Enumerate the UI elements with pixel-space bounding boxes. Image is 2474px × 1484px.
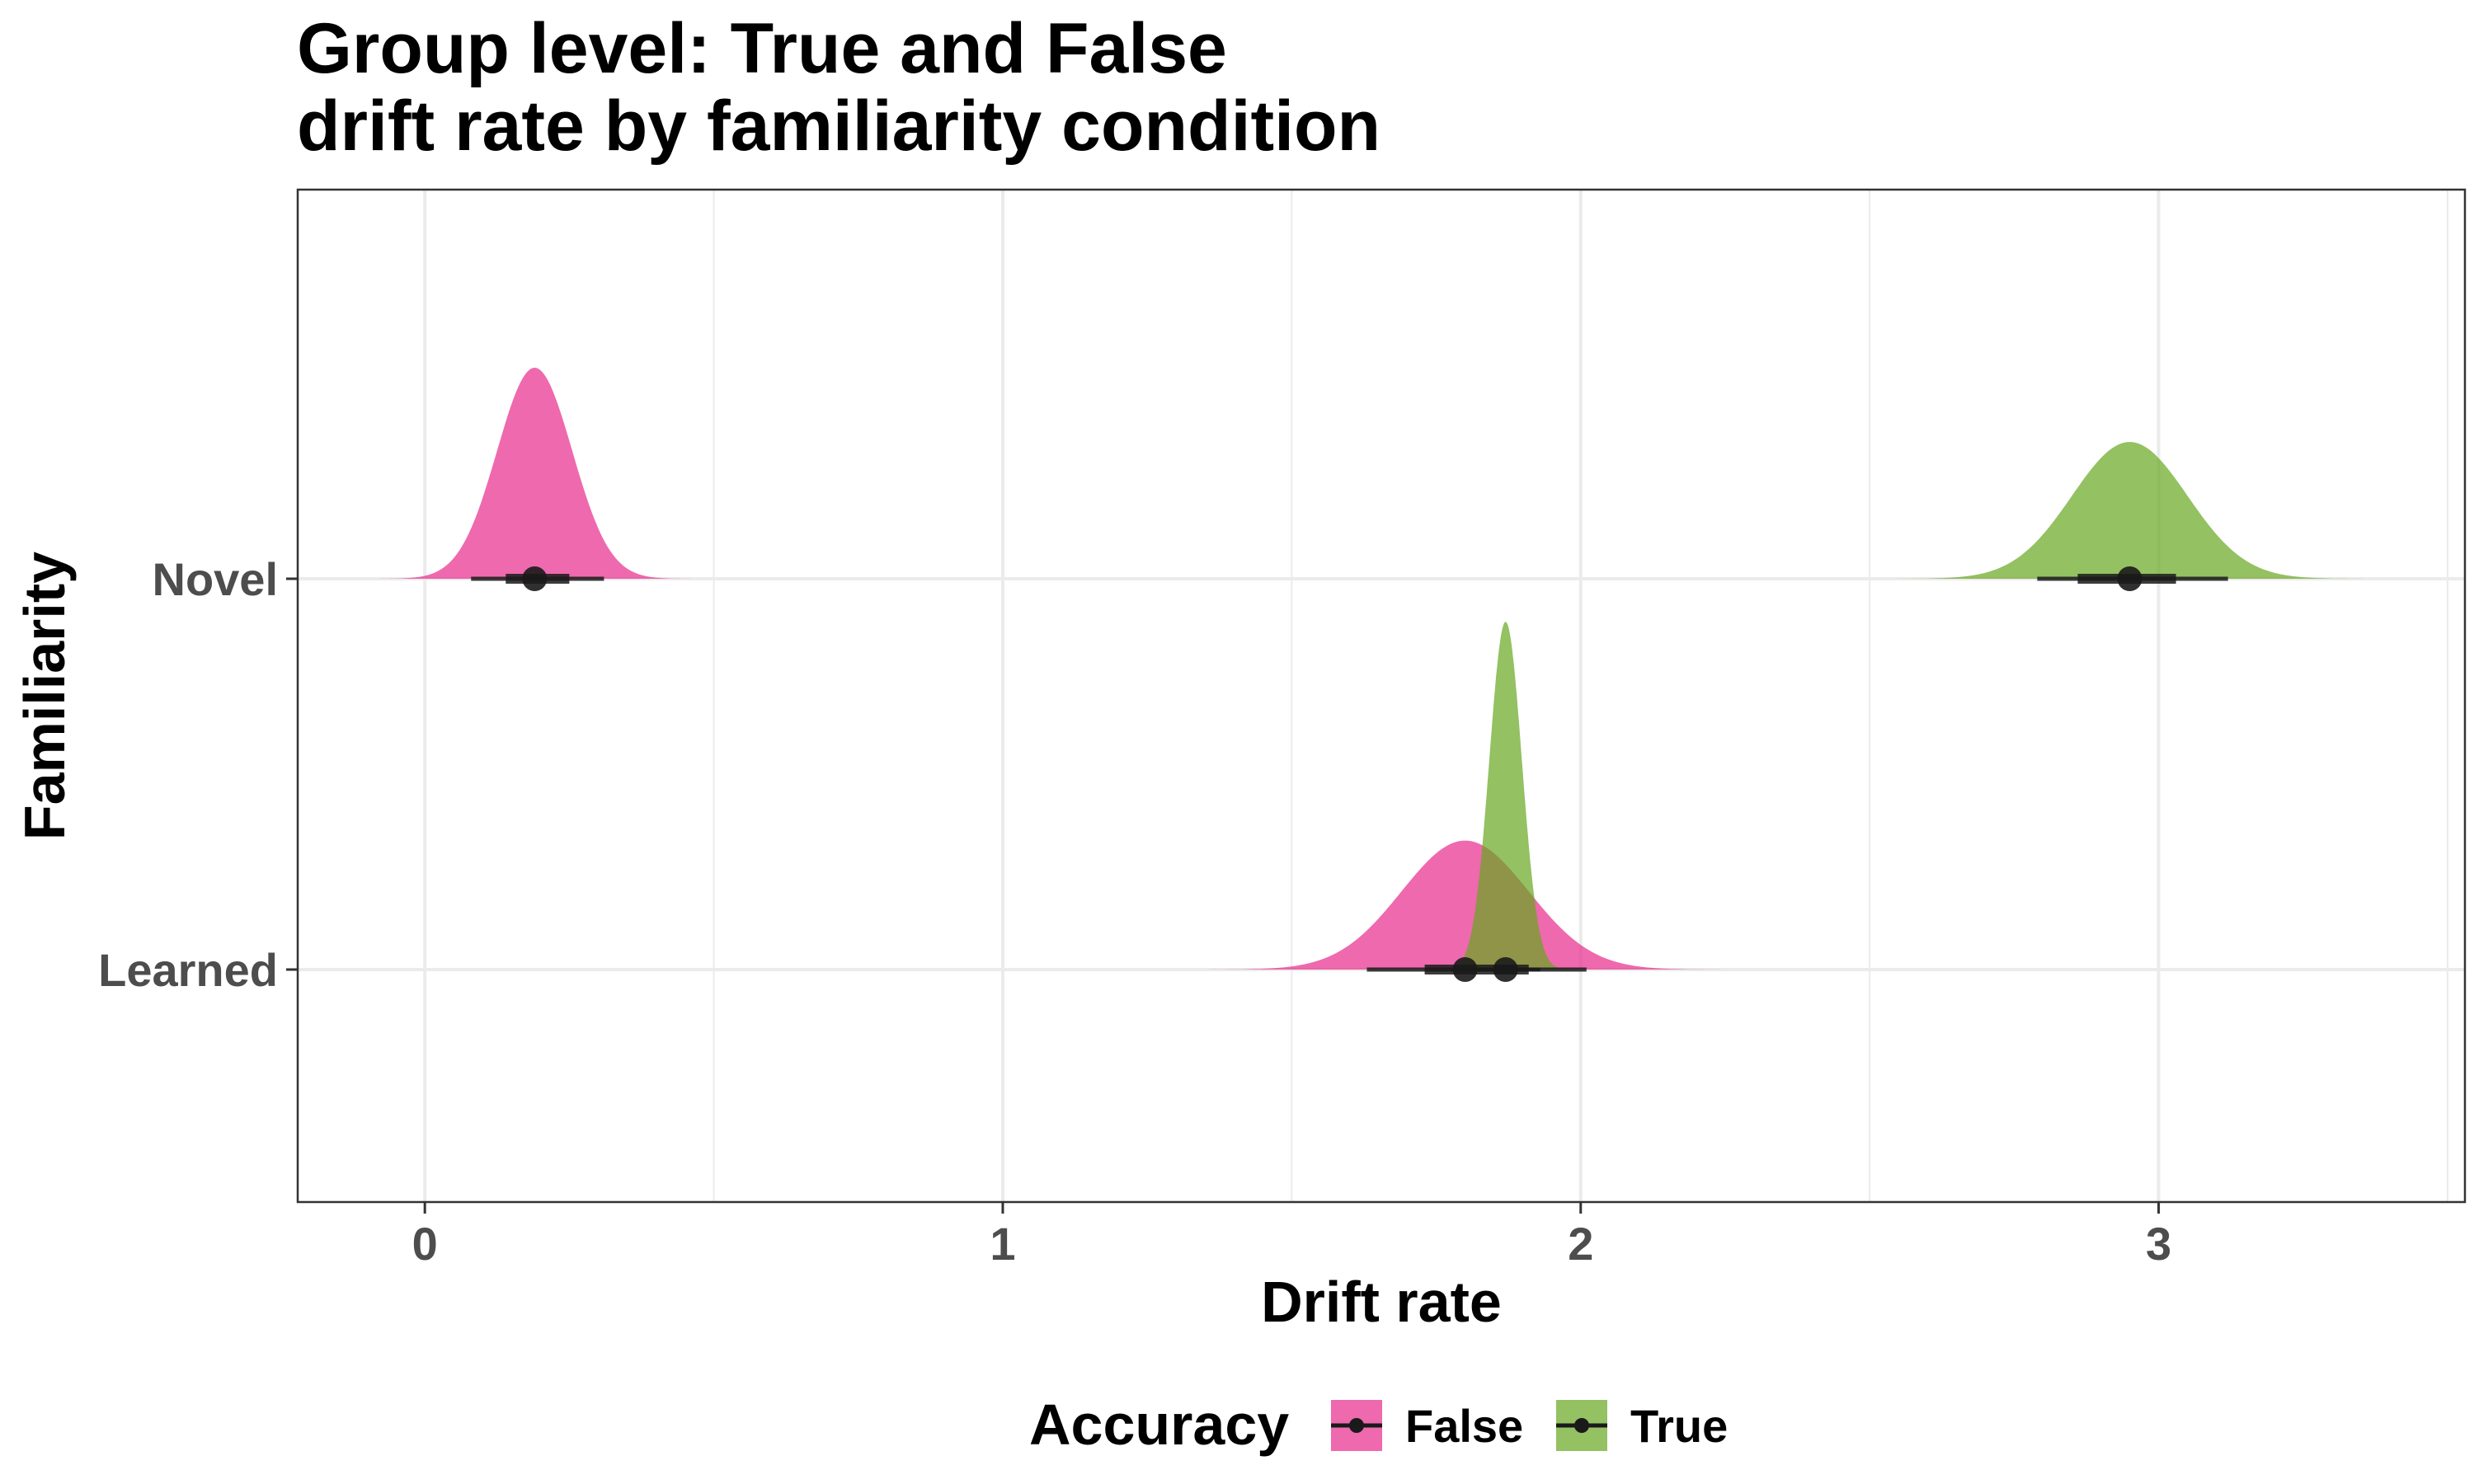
density-false-learned [1197, 840, 1733, 970]
legend-label-true: True [1630, 1400, 1728, 1452]
chart-title: Group level: True and False drift rate b… [297, 9, 1380, 166]
legend-label-false: False [1405, 1400, 1523, 1452]
legend: Accuracy False True [1029, 1392, 1728, 1457]
plot-background [298, 190, 2465, 1202]
y-tick-label: Novel [153, 553, 279, 605]
x-tick-label: 3 [2146, 1218, 2171, 1270]
density-false-novel [377, 368, 693, 579]
density-true-learned [1437, 622, 1574, 970]
x-tick-label: 0 [412, 1218, 438, 1270]
x-tick-label: 2 [1568, 1218, 1593, 1270]
density-layer [377, 368, 2373, 970]
y-axis-title: Familiarity [12, 552, 77, 840]
legend-item-false: False [1331, 1400, 1523, 1452]
x-axis: 0 1 2 3 [412, 1202, 2171, 1270]
legend-item-true: True [1556, 1400, 1728, 1452]
point-estimate-false-novel [522, 566, 548, 591]
y-axis: Learned Novel [98, 553, 298, 996]
y-tick-label: Learned [98, 944, 278, 996]
interval-layer [471, 566, 2228, 982]
x-axis-title: Drift rate [1261, 1270, 1502, 1334]
legend-key-true-point [1574, 1418, 1589, 1433]
point-estimate-true-novel [2117, 566, 2142, 591]
legend-title: Accuracy [1029, 1392, 1289, 1457]
legend-key-false-point [1349, 1418, 1364, 1433]
chart-title-line-1: Group level: True and False [297, 9, 1227, 88]
x-tick-label: 1 [990, 1218, 1015, 1270]
density-true-novel [1887, 442, 2373, 579]
plot-panel-border [296, 188, 2467, 1204]
point-estimate-true-learned [1493, 957, 1518, 982]
chart-title-line-2: drift rate by familiarity condition [297, 87, 1380, 166]
point-estimate-false-learned [1452, 957, 1478, 982]
